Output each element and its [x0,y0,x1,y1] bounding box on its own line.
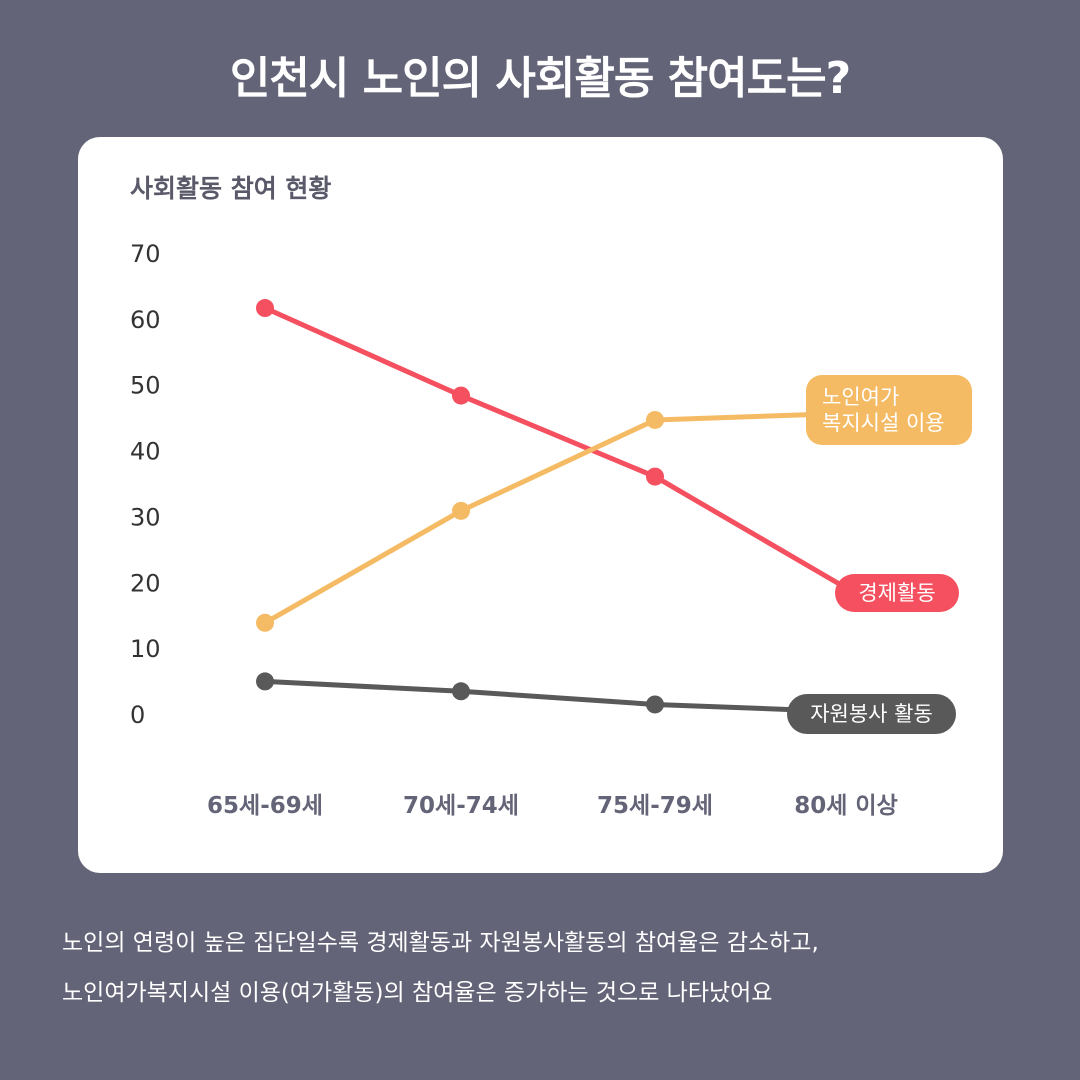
caption-line-2: 노인여가복지시설 이용(여가활동)의 참여율은 증가하는 것으로 나타났어요 [62,980,773,1006]
y-tick-label: 0 [130,701,145,729]
y-tick-label: 30 [130,503,161,531]
y-tick-label: 50 [130,372,161,400]
caption-line-1: 노인의 연령이 높은 집단일수록 경제활동과 자원봉사활동의 참여율은 감소하고… [62,930,819,956]
series-3-line [262,678,849,715]
chart-card: 사회활동 참여 현황 0 10 20 30 40 50 60 70 65세-69세 70세-74… [78,137,1003,873]
series-2-label-text: 복지시설 이용 [822,411,945,435]
y-tick-label: 10 [130,635,161,663]
series-3-point [256,672,274,691]
series-3-point [452,682,470,701]
y-tick-label: 40 [130,438,161,466]
series-2-label-badge [806,375,972,445]
series-2-line [262,410,849,626]
series-2-point [452,501,470,520]
series-1-label-badge [835,574,959,612]
series-2-label-text: 노인여가 [822,385,899,409]
y-tick-label: 60 [130,306,161,334]
series-3-point [646,695,664,714]
y-tick-label: 20 [130,569,161,597]
series-1-line [262,305,849,591]
series-1-point [256,299,274,318]
x-tick-label: 65세-69세 [207,793,323,819]
series-1-label-text: 경제활동 [858,581,935,605]
series-3-label-badge [787,694,956,734]
page-title: 인천시 노인의 사회활동 참여도는? [229,53,851,104]
x-tick-label: 75세-79세 [597,793,713,819]
series-3-label-text: 자원봉사 활동 [810,702,933,726]
x-tick-label: 70세-74세 [403,793,519,819]
x-tick-label: 80세 이상 [794,793,898,819]
caption: 노인의 연령이 높은 집단일수록 경제활동과 자원봉사활동의 참여율은 감소하고… [62,918,1042,1018]
series-1-point [646,467,664,486]
series-1-point [452,386,470,405]
line-chart: 사회활동 참여 현황 0 10 20 30 40 50 60 70 65세-69세 70세-74… [130,174,972,819]
y-tick-label: 70 [130,240,161,268]
chart-subtitle: 사회활동 참여 현황 [130,174,331,203]
series-2-point [256,613,274,632]
series-2-point [646,410,664,429]
